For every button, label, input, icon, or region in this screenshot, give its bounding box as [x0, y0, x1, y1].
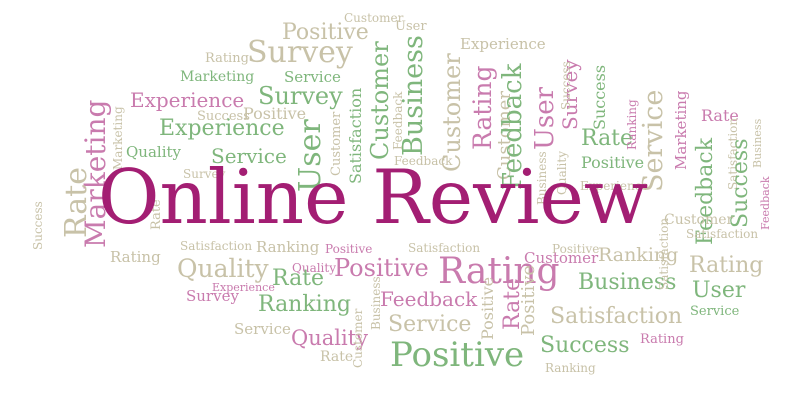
- cloud-word: Success: [728, 138, 753, 228]
- cloud-word: User: [395, 19, 427, 34]
- cloud-word: Ranking: [598, 244, 679, 266]
- cloud-word: Rate: [701, 106, 739, 125]
- cloud-word: Quality: [292, 261, 336, 275]
- cloud-word: Ranking: [545, 361, 596, 375]
- cloud-word: Quality: [126, 143, 181, 161]
- cloud-word: Success: [540, 333, 630, 358]
- cloud-word: Experience: [460, 35, 546, 53]
- cloud-word: Satisfaction: [550, 304, 683, 329]
- cloud-word: Service: [284, 68, 341, 86]
- cloud-word: Rate: [581, 126, 634, 151]
- cloud-word: User: [530, 86, 560, 150]
- cloud-word: Ranking: [258, 292, 351, 317]
- cloud-word: Satisfaction: [180, 239, 253, 253]
- cloud-word: Experience: [212, 281, 275, 294]
- cloud-word: Quality: [291, 326, 368, 350]
- cloud-word: Service: [211, 144, 287, 168]
- cloud-word: Quality: [177, 254, 269, 283]
- cloud-word: Business: [578, 270, 677, 295]
- cloud-word: Positive: [325, 242, 373, 256]
- cloud-word: Rating: [640, 332, 684, 347]
- cloud-word: Service: [234, 320, 291, 338]
- cloud-word: Positive: [334, 254, 429, 282]
- main-title: Online Review: [98, 153, 649, 241]
- cloud-word: Business: [751, 118, 764, 168]
- cloud-word: Rate: [320, 349, 354, 365]
- cloud-word: Success: [590, 64, 609, 130]
- cloud-word: Positive: [243, 104, 307, 123]
- cloud-word: Survey: [183, 167, 226, 181]
- cloud-word: Satisfaction: [408, 241, 481, 255]
- cloud-word: Customer: [524, 249, 599, 267]
- cloud-word: Feedback: [759, 176, 772, 230]
- cloud-word: Feedback: [394, 154, 453, 168]
- cloud-word: Rating: [205, 51, 249, 66]
- cloud-word: Ranking: [256, 238, 320, 256]
- cloud-word: Survey: [247, 35, 353, 70]
- cloud-word: Positive: [282, 20, 369, 45]
- cloud-word: Rating: [438, 251, 560, 292]
- cloud-word: Ranking: [625, 99, 639, 150]
- cloud-word: Positive: [581, 153, 645, 172]
- cloud-word: Success: [31, 201, 45, 250]
- cloud-word: Survey: [258, 82, 343, 110]
- cloud-word: Service: [690, 304, 740, 319]
- cloud-word: Rate: [272, 266, 325, 291]
- cloud-word: Success: [559, 61, 573, 110]
- cloud-word: Survey: [186, 287, 239, 305]
- cloud-word: Rate: [59, 167, 94, 238]
- cloud-word: Marketing: [180, 69, 255, 85]
- cloud-word: Experience: [580, 179, 649, 193]
- cloud-word: Feedback: [380, 287, 478, 311]
- cloud-word: Rating: [689, 253, 764, 278]
- cloud-word: Customer: [351, 308, 365, 368]
- cloud-word: Feedback: [391, 91, 405, 150]
- cloud-word: Positive: [478, 276, 497, 340]
- cloud-word: Satisfaction: [657, 217, 671, 290]
- cloud-word: Marketing: [672, 90, 690, 170]
- cloud-word: Customer: [344, 11, 404, 25]
- cloud-word: Rating: [110, 248, 161, 266]
- cloud-word: Rating: [468, 65, 497, 150]
- cloud-word: Positive: [390, 335, 525, 375]
- cloud-word: User: [692, 278, 746, 303]
- cloud-word: Experience: [159, 116, 285, 141]
- cloud-word: Experience: [130, 88, 245, 112]
- cloud-word: Positive: [552, 242, 600, 256]
- cloud-word: Customer: [366, 41, 394, 160]
- cloud-word: Success: [197, 109, 250, 124]
- cloud-word: Satisfaction: [686, 227, 759, 241]
- cloud-word: Positive: [518, 264, 539, 336]
- cloud-word: Customer: [664, 212, 734, 228]
- cloud-word: Service: [388, 312, 472, 337]
